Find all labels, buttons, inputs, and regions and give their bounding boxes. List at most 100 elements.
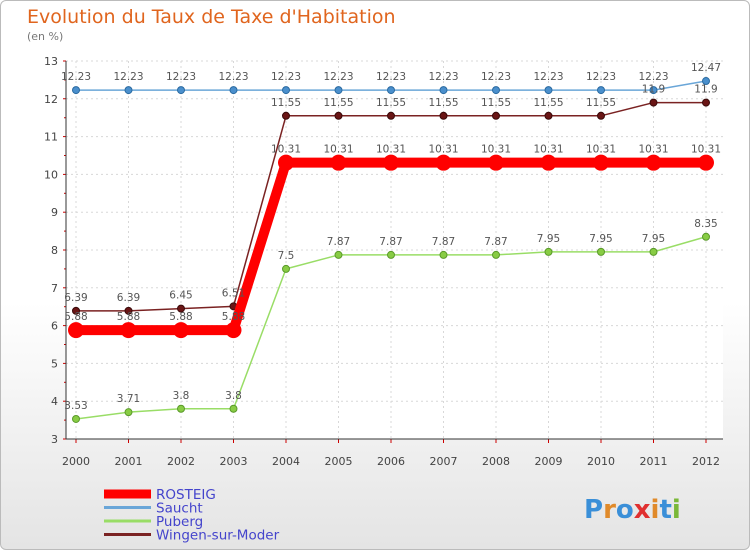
x-tick-label: 2001 <box>115 455 143 468</box>
data-label-saucht: 12.23 <box>271 71 301 83</box>
data-point-puberg <box>124 408 133 417</box>
x-tick-label: 2004 <box>272 455 300 468</box>
data-label-wingen-sur-moder: 11.55 <box>586 97 616 109</box>
data-point-rosteig <box>698 154 714 171</box>
data-label-wingen-sur-moder: 11.55 <box>533 97 563 109</box>
logo-letter: o <box>616 495 634 525</box>
logo-letter: t <box>659 495 671 525</box>
y-tick-label: 11 <box>44 131 58 144</box>
data-label-saucht: 12.47 <box>691 62 721 74</box>
data-label-saucht: 12.23 <box>586 71 616 83</box>
x-tick-label: 2009 <box>535 455 563 468</box>
data-point-wingen-sur-moder <box>387 111 395 120</box>
data-label-wingen-sur-moder: 11.55 <box>376 97 406 109</box>
data-point-puberg <box>544 247 553 256</box>
x-tick-label: 2011 <box>640 455 668 468</box>
data-label-saucht: 12.23 <box>376 71 406 83</box>
x-tick-label: 2006 <box>377 455 405 468</box>
x-tick-label: 2003 <box>220 455 248 468</box>
data-label-wingen-sur-moder: 6.45 <box>169 290 192 302</box>
data-point-wingen-sur-moder <box>177 304 185 313</box>
data-label-wingen-sur-moder: 11.9 <box>642 84 665 96</box>
y-tick-label: 6 <box>51 320 58 333</box>
data-label-rosteig: 10.31 <box>481 144 511 156</box>
data-label-puberg: 3.53 <box>64 400 87 412</box>
data-label-wingen-sur-moder: 11.55 <box>428 97 458 109</box>
data-point-saucht <box>702 77 710 86</box>
data-label-puberg: 7.5 <box>278 250 295 262</box>
data-point-puberg <box>439 250 448 259</box>
x-tick-label: 2012 <box>692 455 720 468</box>
x-tick-label: 2010 <box>587 455 615 468</box>
data-label-puberg: 7.87 <box>432 236 455 248</box>
data-label-rosteig: 10.31 <box>323 144 353 156</box>
data-point-rosteig <box>383 154 399 171</box>
logo-letter: i <box>672 495 681 525</box>
y-tick-label: 12 <box>44 93 58 106</box>
data-label-puberg: 7.87 <box>379 236 402 248</box>
data-point-saucht <box>492 86 500 95</box>
data-label-puberg: 8.35 <box>694 218 717 230</box>
data-point-rosteig <box>593 154 609 171</box>
data-label-wingen-sur-moder: 6.51 <box>222 287 245 299</box>
data-point-saucht <box>544 86 553 95</box>
x-tick-label: 2007 <box>430 455 458 468</box>
data-point-rosteig <box>68 322 84 339</box>
logo-letter: x <box>634 495 651 525</box>
data-label-puberg: 3.8 <box>225 390 242 402</box>
logo-letter: i <box>651 495 660 525</box>
data-label-rosteig: 10.31 <box>376 144 406 156</box>
data-point-wingen-sur-moder <box>72 306 80 315</box>
data-point-wingen-sur-moder <box>282 111 290 120</box>
data-point-wingen-sur-moder <box>439 111 448 120</box>
data-point-wingen-sur-moder <box>597 111 605 120</box>
data-label-puberg: 7.87 <box>327 236 350 248</box>
data-label-rosteig: 10.31 <box>533 144 563 156</box>
data-point-puberg <box>177 404 185 413</box>
data-label-wingen-sur-moder: 11.55 <box>323 97 353 109</box>
y-tick-label: 5 <box>51 357 58 370</box>
y-tick-label: 9 <box>51 206 58 219</box>
data-point-wingen-sur-moder <box>544 111 553 120</box>
data-label-rosteig: 5.88 <box>169 311 192 323</box>
data-label-puberg: 3.8 <box>173 390 190 402</box>
legend-label: Puberg <box>156 514 203 530</box>
data-label-wingen-sur-moder: 6.39 <box>64 292 87 304</box>
data-point-rosteig <box>488 154 504 171</box>
y-tick-label: 13 <box>44 55 58 68</box>
data-point-saucht <box>72 86 80 95</box>
data-point-saucht <box>334 86 343 95</box>
data-point-wingen-sur-moder <box>492 111 500 120</box>
x-tick-label: 2008 <box>482 455 510 468</box>
data-point-puberg <box>229 404 238 413</box>
data-point-rosteig <box>173 322 189 339</box>
data-point-saucht <box>282 86 290 95</box>
data-point-wingen-sur-moder <box>334 111 343 120</box>
data-label-rosteig: 5.88 <box>64 311 87 323</box>
data-point-wingen-sur-moder <box>702 98 710 107</box>
data-label-puberg: 7.95 <box>537 233 560 245</box>
y-tick-label: 4 <box>51 395 58 408</box>
data-point-rosteig <box>540 154 557 171</box>
data-label-puberg: 3.71 <box>117 393 140 405</box>
data-point-puberg <box>492 250 500 259</box>
data-point-saucht <box>439 86 448 95</box>
data-point-puberg <box>387 250 395 259</box>
proxiti-logo: Proxiti <box>584 495 681 525</box>
data-point-rosteig <box>435 154 452 171</box>
chart-unit: (en %) <box>27 30 64 43</box>
data-point-puberg <box>702 232 710 241</box>
data-point-saucht <box>387 86 395 95</box>
data-point-puberg <box>282 264 290 273</box>
data-point-puberg <box>72 414 80 423</box>
logo-letter: P <box>584 495 603 525</box>
data-label-saucht: 12.23 <box>323 71 353 83</box>
data-label-wingen-sur-moder: 11.55 <box>271 97 301 109</box>
data-point-wingen-sur-moder <box>124 306 133 315</box>
y-tick-label: 10 <box>44 168 58 181</box>
data-point-saucht <box>177 86 185 95</box>
data-point-saucht <box>124 86 133 95</box>
data-label-saucht: 12.23 <box>533 71 563 83</box>
